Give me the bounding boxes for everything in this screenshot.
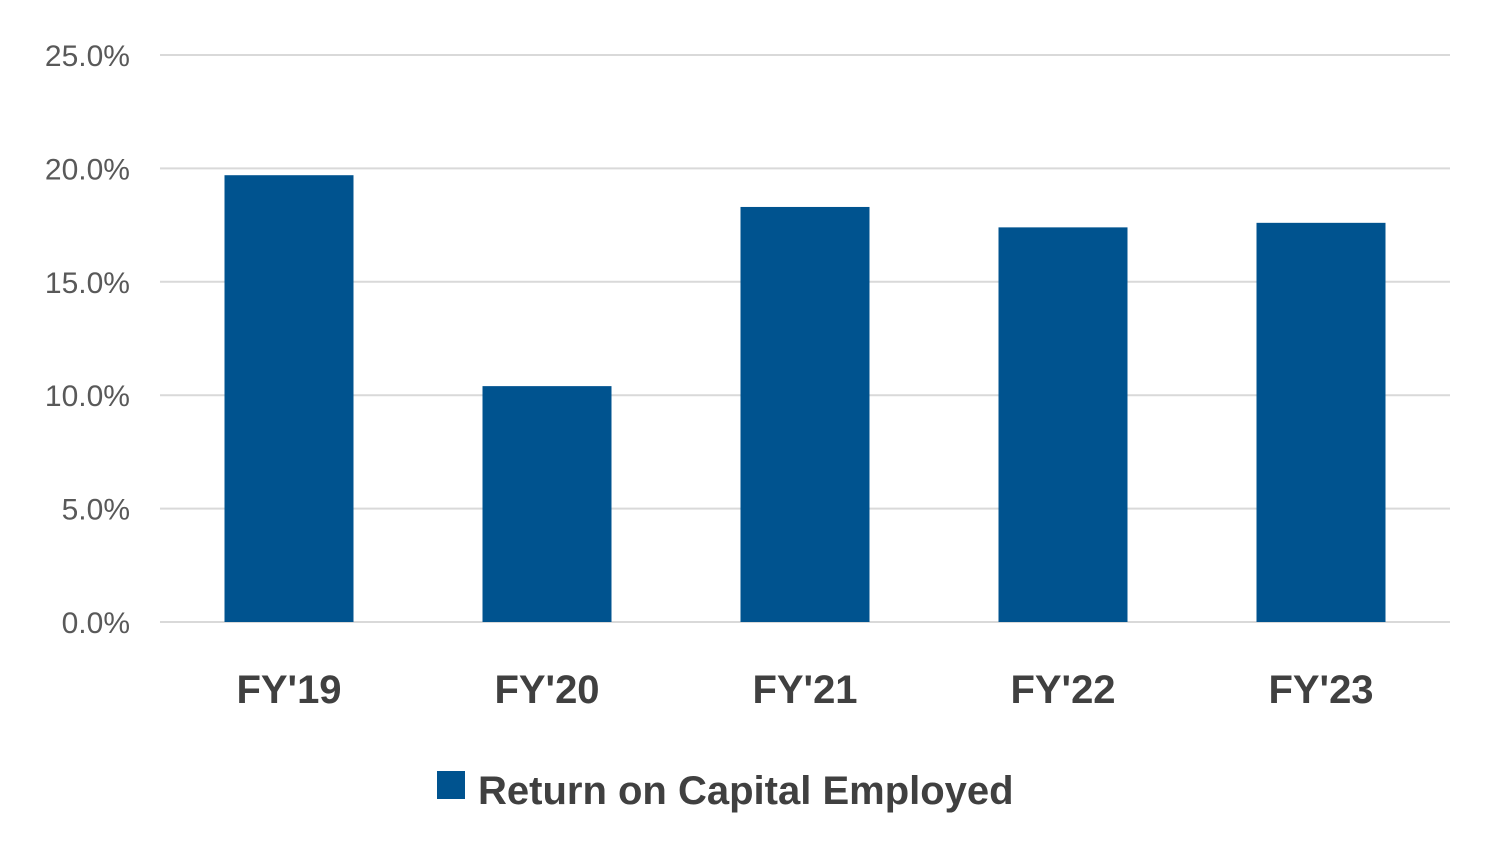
y-tick-label: 25.0% [45, 40, 130, 73]
legend: Return on Capital Employed [437, 769, 1014, 813]
x-tick-label: FY'23 [1268, 668, 1373, 712]
y-tick-label: 0.0% [62, 607, 130, 640]
y-tick-label: 20.0% [45, 153, 130, 186]
y-tick-label: 5.0% [62, 494, 130, 527]
bar [482, 386, 612, 622]
x-tick-label: FY'21 [752, 668, 857, 712]
x-tick-label: FY'20 [494, 668, 599, 712]
legend-swatch [437, 771, 465, 799]
x-axis: FY'19 FY'20 FY'21 FY'22 FY'23 [236, 668, 1373, 712]
y-tick-label: 10.0% [45, 380, 130, 413]
y-tick-label: 15.0% [45, 267, 130, 300]
bar [740, 206, 870, 622]
bar [224, 175, 354, 623]
legend-label-return-on-capital-employed: Return on Capital Employed [478, 769, 1014, 813]
bars [224, 175, 1386, 623]
y-axis: 0.0% 5.0% 10.0% 15.0% 20.0% 25.0% [45, 40, 130, 640]
bar [1256, 222, 1386, 622]
x-tick-label: FY'22 [1010, 668, 1115, 712]
x-tick-label: FY'19 [236, 668, 341, 712]
bar [998, 227, 1128, 623]
